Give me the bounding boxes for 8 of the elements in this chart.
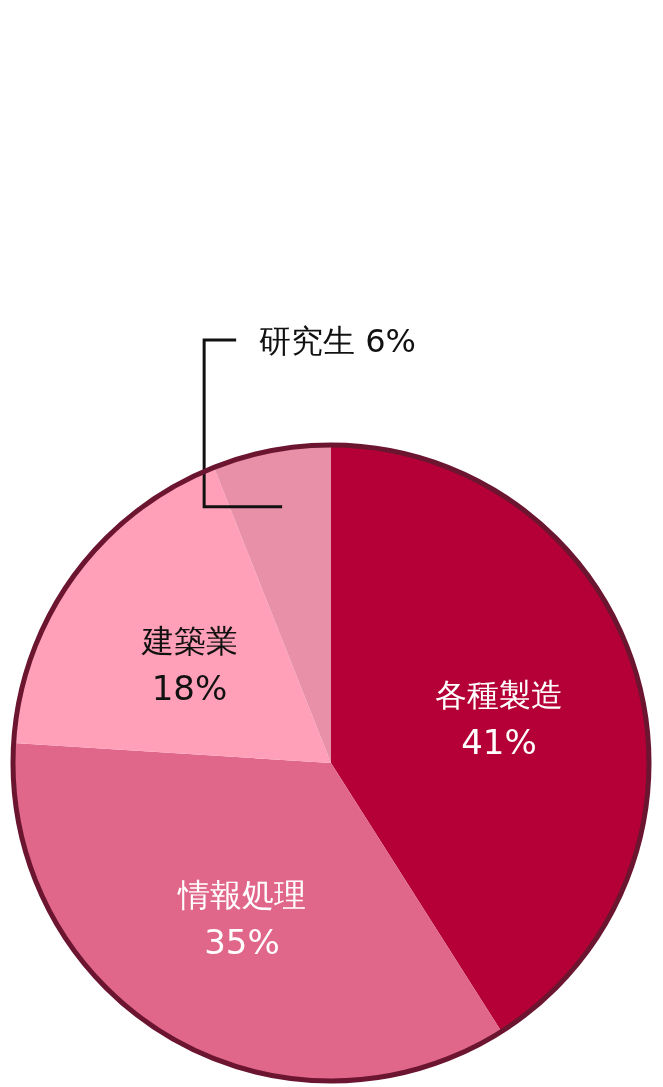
slice-label: 建築業 — [140, 622, 238, 661]
slice-label: 研究生 — [259, 322, 356, 360]
data-label: 6% — [365, 322, 416, 360]
data-label: 35% — [204, 921, 280, 962]
data-label: 41% — [461, 722, 537, 763]
slice-label: 各種製造 — [434, 676, 563, 715]
data-label: 18% — [151, 668, 228, 709]
slice-label: 情報処理 — [176, 875, 306, 914]
